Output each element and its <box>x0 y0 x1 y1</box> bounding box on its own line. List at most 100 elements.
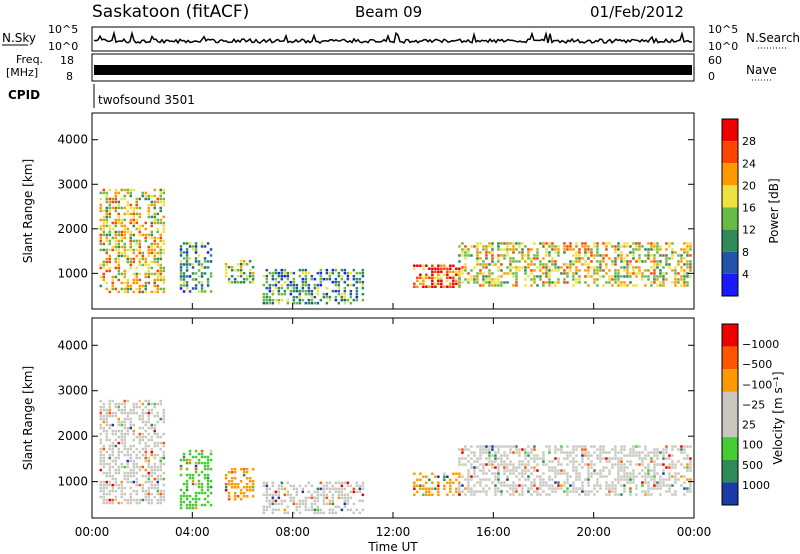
velocity-echo-cell <box>114 429 117 433</box>
power-echo-cell <box>126 188 129 192</box>
velocity-echo-cell <box>156 441 159 445</box>
velocity-echo-cell <box>614 490 617 493</box>
velocity-echo-cell <box>584 478 587 481</box>
power-echo-cell <box>150 260 153 264</box>
velocity-echo-cell <box>566 478 569 481</box>
velocity-echo-cell <box>557 481 560 484</box>
power-echo-cell <box>551 257 554 260</box>
velocity-echo-cell <box>153 465 156 469</box>
velocity-echo-cell <box>102 483 105 487</box>
power-echo-cell <box>551 248 554 251</box>
power-echo-cell <box>141 263 144 267</box>
power-echo-cell <box>632 266 635 269</box>
power-echo-cell <box>346 283 350 287</box>
power-echo-cell <box>185 242 189 245</box>
power-echo-cell <box>596 254 599 257</box>
power-echo-cell <box>656 260 659 263</box>
power-echo-cell <box>458 272 461 275</box>
power-echo-cell <box>689 248 692 251</box>
velocity-echo-cell <box>111 423 114 427</box>
velocity-echo-cell <box>105 480 108 484</box>
power-echo-cell <box>476 275 479 278</box>
power-echo-cell <box>337 292 341 296</box>
power-echo-cell <box>310 292 314 296</box>
velocity-echo-cell <box>518 460 521 463</box>
velocity-colorbar-tick-label: −100 <box>742 378 772 391</box>
power-echo-cell <box>458 273 461 276</box>
velocity-echo-cell <box>689 469 692 472</box>
power-echo-cell <box>617 278 620 281</box>
velocity-echo-cell <box>304 496 308 500</box>
velocity-echo-cell <box>99 408 102 412</box>
power-echo-cell <box>99 206 102 210</box>
power-echo-cell <box>611 284 614 287</box>
velocity-echo-cell <box>494 445 497 448</box>
power-echo-cell <box>623 242 626 245</box>
velocity-echo-cell <box>153 486 156 490</box>
power-echo-cell <box>129 212 132 216</box>
velocity-echo-cell <box>185 479 189 483</box>
power-echo-cell <box>593 281 596 284</box>
power-echo-cell <box>361 298 365 302</box>
power-echo-cell <box>277 289 281 293</box>
velocity-echo-cell <box>123 492 126 496</box>
power-echo-cell <box>316 292 320 296</box>
velocity-echo-cell <box>200 461 204 465</box>
velocity-echo-cell <box>611 463 614 466</box>
velocity-echo-cell <box>668 490 671 493</box>
power-echo-cell <box>413 282 416 285</box>
velocity-echo-cell <box>194 506 198 510</box>
velocity-echo-cell <box>144 447 147 451</box>
power-echo-cell <box>126 290 129 294</box>
power-echo-cell <box>623 257 626 260</box>
velocity-echo-cell <box>458 460 461 463</box>
power-echo-cell <box>283 280 287 284</box>
power-echo-cell <box>500 248 503 251</box>
power-echo-cell <box>114 260 117 264</box>
power-echo-cell <box>557 254 560 257</box>
velocity-echo-cell <box>548 487 551 490</box>
power-echo-cell <box>156 284 159 288</box>
nsky-line <box>93 30 693 45</box>
velocity-echo-cell <box>644 478 647 481</box>
velocity-echo-cell <box>629 454 632 457</box>
velocity-echo-cell <box>102 489 105 493</box>
power-echo-cell <box>671 269 674 272</box>
velocity-echo-cell <box>641 451 644 454</box>
velocity-echo-cell <box>292 487 296 491</box>
velocity-echo-cell <box>245 468 249 471</box>
power-echo-cell <box>521 266 524 269</box>
velocity-echo-cell <box>200 455 204 459</box>
velocity-echo-cell <box>114 432 117 436</box>
velocity-echo-cell <box>647 466 650 469</box>
power-echo-cell <box>632 272 635 275</box>
power-echo-cell <box>656 248 659 251</box>
power-echo-cell <box>197 263 201 266</box>
power-echo-cell <box>132 215 135 219</box>
power-echo-cell <box>114 248 117 252</box>
power-echo-cell <box>156 200 159 204</box>
power-echo-cell <box>536 275 539 278</box>
velocity-echo-cell <box>301 502 305 506</box>
velocity-echo-cell <box>147 408 150 412</box>
power-echo-cell <box>150 215 153 219</box>
velocity-echo-cell <box>203 473 207 477</box>
velocity-echo-cell <box>120 450 123 454</box>
power-echo-cell <box>575 272 578 275</box>
velocity-echo-cell <box>153 423 156 427</box>
power-echo-cell <box>153 281 156 285</box>
power-echo-cell <box>185 281 189 284</box>
power-echo-cell <box>551 281 554 284</box>
power-echo-cell <box>295 289 299 293</box>
power-echo-cell <box>153 251 156 255</box>
velocity-echo-cell <box>325 502 329 506</box>
power-echo-cell <box>584 254 587 257</box>
velocity-echo-cell <box>665 478 668 481</box>
power-echo-cell <box>518 245 521 248</box>
power-echo-cell <box>245 275 249 278</box>
power-echo-cell <box>123 233 126 237</box>
velocity-echo-cell <box>277 502 281 506</box>
power-echo-cell <box>156 251 159 255</box>
power-echo-cell <box>518 266 521 269</box>
velocity-echo-cell <box>349 508 353 512</box>
